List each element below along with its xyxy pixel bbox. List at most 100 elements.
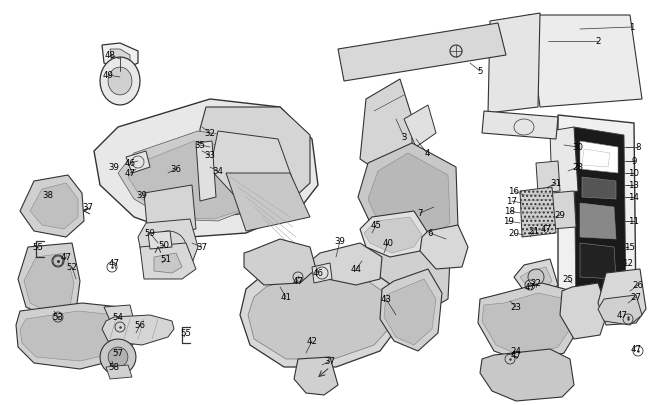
Polygon shape xyxy=(108,347,128,367)
Text: 21: 21 xyxy=(528,227,539,236)
Polygon shape xyxy=(126,151,150,174)
Text: 36: 36 xyxy=(170,165,181,174)
Polygon shape xyxy=(154,254,182,273)
Polygon shape xyxy=(308,243,382,285)
Text: 41: 41 xyxy=(281,293,291,302)
Polygon shape xyxy=(18,243,80,319)
Text: 59: 59 xyxy=(144,229,155,238)
Polygon shape xyxy=(358,144,458,249)
Polygon shape xyxy=(480,349,574,401)
Polygon shape xyxy=(482,293,570,357)
Text: 16: 16 xyxy=(508,187,519,196)
Polygon shape xyxy=(560,284,608,339)
Polygon shape xyxy=(582,149,610,168)
Text: 32: 32 xyxy=(205,129,216,138)
Polygon shape xyxy=(580,142,618,174)
Text: 9: 9 xyxy=(631,157,637,166)
Polygon shape xyxy=(338,24,506,82)
Text: 51: 51 xyxy=(161,255,172,264)
Polygon shape xyxy=(148,231,172,249)
Text: 10: 10 xyxy=(629,169,640,178)
Polygon shape xyxy=(102,315,174,345)
Text: 23: 23 xyxy=(510,303,521,312)
Text: 20: 20 xyxy=(508,229,519,238)
Text: 39: 39 xyxy=(335,237,345,246)
Text: 53: 53 xyxy=(53,313,64,322)
Polygon shape xyxy=(118,132,270,222)
Polygon shape xyxy=(210,132,296,196)
Polygon shape xyxy=(140,243,196,279)
Text: 55: 55 xyxy=(181,329,192,338)
Polygon shape xyxy=(404,106,436,148)
Text: 47: 47 xyxy=(109,259,120,268)
Text: 15: 15 xyxy=(625,243,636,252)
Text: 7: 7 xyxy=(417,209,422,218)
Polygon shape xyxy=(574,128,626,315)
Text: 1: 1 xyxy=(629,23,635,32)
Text: 57: 57 xyxy=(112,349,124,358)
Text: 8: 8 xyxy=(635,143,641,152)
Text: 30: 30 xyxy=(573,143,584,152)
Polygon shape xyxy=(360,211,428,257)
Polygon shape xyxy=(366,230,450,315)
Text: 22: 22 xyxy=(530,279,541,288)
Text: 39: 39 xyxy=(109,163,120,172)
Polygon shape xyxy=(364,217,422,254)
Polygon shape xyxy=(110,50,130,67)
Text: 2: 2 xyxy=(595,37,601,47)
Polygon shape xyxy=(384,279,436,345)
Polygon shape xyxy=(24,254,74,313)
Polygon shape xyxy=(196,142,216,202)
Polygon shape xyxy=(108,68,132,96)
Text: 17: 17 xyxy=(506,197,517,206)
Text: 45: 45 xyxy=(370,221,382,230)
Polygon shape xyxy=(20,311,130,361)
Polygon shape xyxy=(360,80,412,179)
Text: 31: 31 xyxy=(551,179,562,188)
Text: 42: 42 xyxy=(307,337,317,345)
Text: 54: 54 xyxy=(112,313,124,322)
Text: 46: 46 xyxy=(125,159,135,168)
Text: 28: 28 xyxy=(573,163,584,172)
Text: 14: 14 xyxy=(629,193,640,202)
Text: 47: 47 xyxy=(616,311,627,320)
Text: 44: 44 xyxy=(350,265,361,274)
Polygon shape xyxy=(244,239,316,285)
Polygon shape xyxy=(102,44,138,72)
Polygon shape xyxy=(106,365,132,379)
Polygon shape xyxy=(200,108,310,217)
Polygon shape xyxy=(100,58,140,106)
Polygon shape xyxy=(240,263,398,367)
Text: 56: 56 xyxy=(135,321,146,330)
Text: 37: 37 xyxy=(324,357,335,366)
Text: 47: 47 xyxy=(630,345,642,354)
Text: 6: 6 xyxy=(427,229,433,238)
Text: 34: 34 xyxy=(213,167,224,176)
Text: 18: 18 xyxy=(504,207,515,216)
Polygon shape xyxy=(520,267,552,289)
Polygon shape xyxy=(482,112,558,140)
Text: 39: 39 xyxy=(136,191,148,200)
Text: 25: 25 xyxy=(562,275,573,284)
Polygon shape xyxy=(598,269,646,325)
Text: 43: 43 xyxy=(380,295,391,304)
Text: 47: 47 xyxy=(541,225,551,234)
Polygon shape xyxy=(550,128,578,196)
Text: 47: 47 xyxy=(292,277,304,286)
Polygon shape xyxy=(100,339,136,375)
Text: 50: 50 xyxy=(159,241,170,250)
Polygon shape xyxy=(380,269,442,351)
Polygon shape xyxy=(20,175,84,237)
Text: 5: 5 xyxy=(477,67,483,76)
Polygon shape xyxy=(248,273,392,359)
Polygon shape xyxy=(144,185,196,237)
Text: 47: 47 xyxy=(60,253,72,262)
Polygon shape xyxy=(294,357,338,395)
Text: 49: 49 xyxy=(103,71,114,80)
Polygon shape xyxy=(138,220,198,267)
Text: 55: 55 xyxy=(32,243,44,252)
Polygon shape xyxy=(580,203,616,239)
Polygon shape xyxy=(582,177,616,200)
Polygon shape xyxy=(30,183,78,230)
Polygon shape xyxy=(420,226,468,269)
